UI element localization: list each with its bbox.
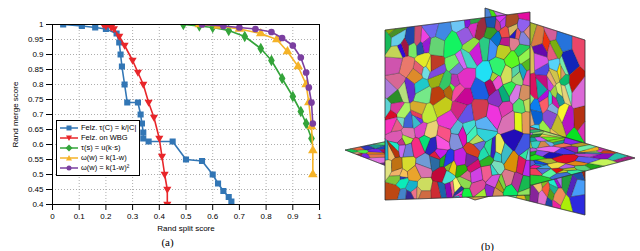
svg-text:0.2: 0.2 bbox=[100, 212, 112, 221]
svg-text:Rand merge score: Rand merge score bbox=[11, 81, 20, 147]
svg-text:0.5: 0.5 bbox=[32, 170, 44, 179]
svg-text:0: 0 bbox=[50, 212, 55, 221]
svg-text:0.9: 0.9 bbox=[32, 50, 44, 59]
html-text:τ(s) = u(k·s): τ(s) = u(k·s) bbox=[81, 143, 121, 152]
svg-text:0.4: 0.4 bbox=[154, 212, 166, 221]
svg-text:1: 1 bbox=[39, 20, 44, 29]
html-text:(b): (b) bbox=[481, 240, 494, 251]
svg-text:0.85: 0.85 bbox=[28, 65, 44, 74]
svg-text:0.8: 0.8 bbox=[32, 80, 44, 89]
svg-text:0.7: 0.7 bbox=[32, 110, 44, 119]
html-text:ω(w) = k(1-w)²: ω(w) = k(1-w)² bbox=[81, 163, 130, 172]
html-text:(a): (a) bbox=[161, 236, 174, 248]
svg-text:0.5: 0.5 bbox=[180, 212, 192, 221]
svg-text:0.45: 0.45 bbox=[28, 185, 44, 194]
svg-text:0.6: 0.6 bbox=[207, 212, 219, 221]
svg-text:0.95: 0.95 bbox=[28, 35, 44, 44]
svg-text:0.6: 0.6 bbox=[32, 140, 44, 149]
svg-text:0.55: 0.55 bbox=[28, 155, 44, 164]
svg-text:0.65: 0.65 bbox=[28, 125, 44, 134]
svg-text:0.3: 0.3 bbox=[127, 212, 139, 221]
svg-text:0.7: 0.7 bbox=[234, 212, 246, 221]
html-text:Felz. τ(C) = k/|C|: Felz. τ(C) = k/|C| bbox=[81, 123, 137, 132]
svg-text:0.4: 0.4 bbox=[32, 200, 44, 209]
svg-text:0.75: 0.75 bbox=[28, 95, 44, 104]
svg-text:0.9: 0.9 bbox=[287, 212, 299, 221]
svg-text:0.8: 0.8 bbox=[261, 212, 273, 221]
svg-text:0.1: 0.1 bbox=[74, 212, 86, 221]
svg-text:Rand split score: Rand split score bbox=[157, 224, 215, 233]
svg-text:1: 1 bbox=[317, 212, 322, 221]
html-text:ω(w) = k(1-w): ω(w) = k(1-w) bbox=[81, 153, 127, 162]
html-text:Felz. on WBG: Felz. on WBG bbox=[81, 133, 128, 142]
